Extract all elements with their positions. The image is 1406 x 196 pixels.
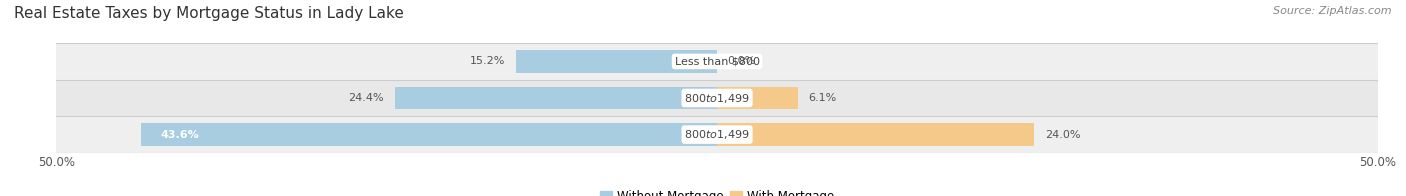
Text: 24.4%: 24.4% xyxy=(349,93,384,103)
Text: Real Estate Taxes by Mortgage Status in Lady Lake: Real Estate Taxes by Mortgage Status in … xyxy=(14,6,404,21)
Text: Source: ZipAtlas.com: Source: ZipAtlas.com xyxy=(1274,6,1392,16)
Bar xyxy=(717,123,1035,146)
Bar xyxy=(141,123,717,146)
Bar xyxy=(516,50,717,73)
Text: $800 to $1,499: $800 to $1,499 xyxy=(685,92,749,104)
Text: 15.2%: 15.2% xyxy=(470,56,506,66)
Bar xyxy=(56,116,1378,153)
Bar xyxy=(56,43,1378,80)
Bar xyxy=(717,87,797,109)
Text: 24.0%: 24.0% xyxy=(1045,130,1080,140)
Text: 43.6%: 43.6% xyxy=(160,130,200,140)
Text: 0.0%: 0.0% xyxy=(728,56,756,66)
Bar xyxy=(395,87,717,109)
Legend: Without Mortgage, With Mortgage: Without Mortgage, With Mortgage xyxy=(595,185,839,196)
Text: 6.1%: 6.1% xyxy=(808,93,837,103)
Bar xyxy=(56,80,1378,116)
Text: Less than $800: Less than $800 xyxy=(675,56,759,66)
Text: $800 to $1,499: $800 to $1,499 xyxy=(685,128,749,141)
